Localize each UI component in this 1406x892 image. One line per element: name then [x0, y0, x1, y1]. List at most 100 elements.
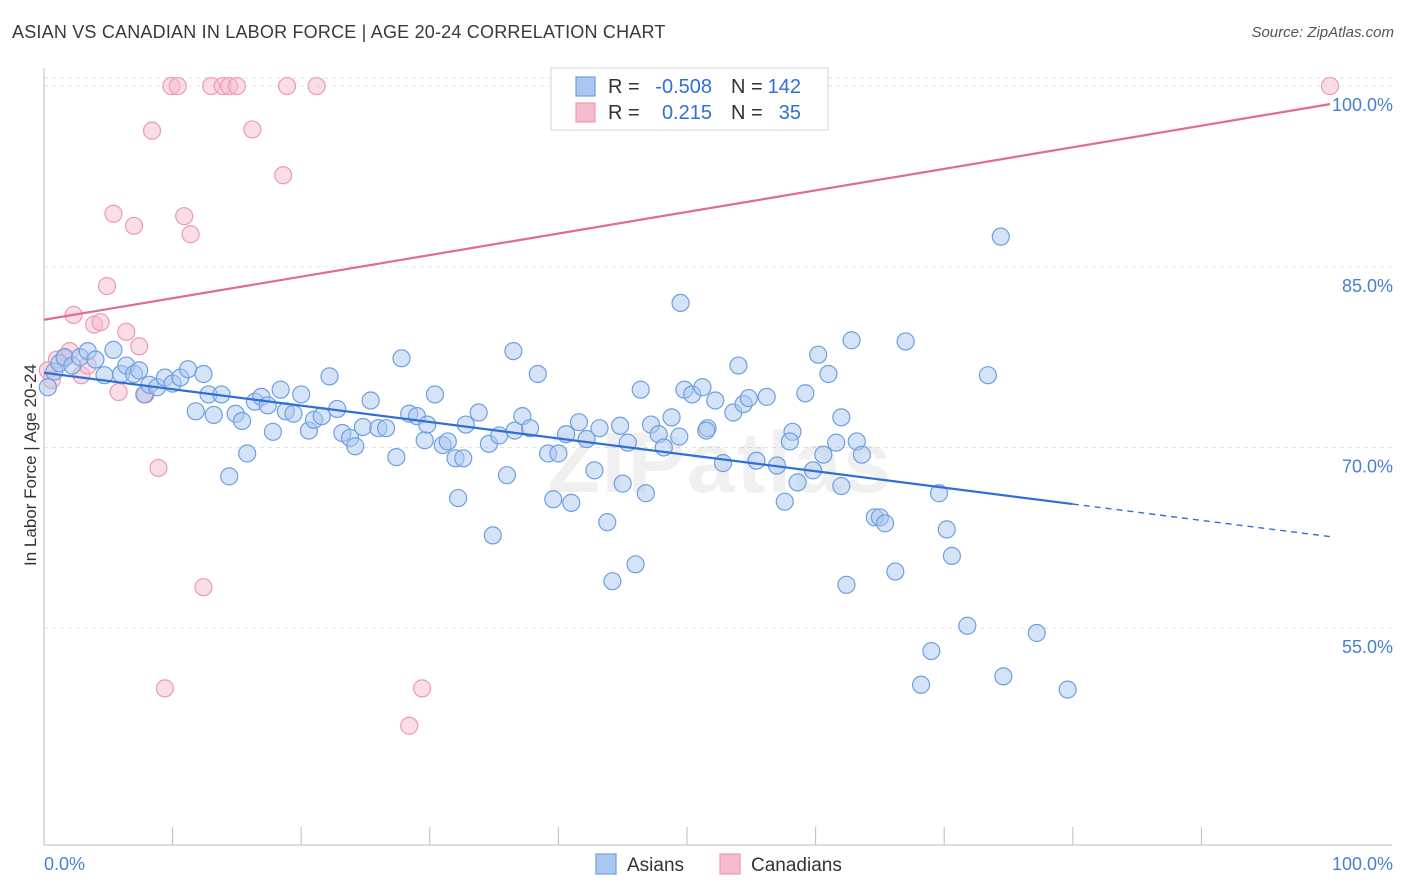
- canadian-point: [117, 322, 136, 341]
- y-tick-label: 55.0%: [1342, 637, 1393, 657]
- asian-point: [739, 388, 758, 408]
- asian-point: [852, 445, 871, 464]
- asian-point: [528, 364, 547, 384]
- asian-point: [392, 349, 411, 368]
- bottom-legend-label-asians: Asians: [627, 855, 684, 876]
- asian-point: [697, 421, 716, 440]
- canadians-trend-line: [43, 103, 1331, 321]
- asian-point: [937, 520, 956, 539]
- canadian-point: [104, 204, 123, 223]
- canadian-point: [130, 337, 149, 356]
- asian-point: [832, 476, 851, 496]
- asian-point: [827, 433, 846, 452]
- asian-point: [706, 391, 725, 410]
- asian-point: [693, 378, 712, 397]
- asian-point: [258, 396, 277, 415]
- legend-swatch-canadians: [575, 102, 596, 123]
- y-tick-label: 85.0%: [1342, 276, 1393, 296]
- asian-point: [456, 415, 475, 434]
- asian-point: [469, 403, 488, 422]
- asian-point: [775, 492, 794, 511]
- legend-r-label-canadians: R =: [608, 102, 640, 124]
- chart-source: Source: ZipAtlas.com: [1251, 24, 1394, 41]
- bottom-legend-label-canadians: Canadians: [751, 855, 842, 876]
- asian-point: [549, 444, 568, 463]
- asian-point: [842, 331, 861, 350]
- asian-point: [585, 461, 604, 480]
- asian-point: [757, 387, 776, 406]
- asian-point: [194, 364, 213, 384]
- asian-point: [837, 575, 856, 594]
- asian-point: [671, 293, 690, 313]
- asians-trend-line: [43, 371, 1073, 506]
- asian-point: [911, 675, 931, 694]
- canadian-point: [277, 76, 297, 96]
- asian-point: [613, 474, 632, 493]
- asian-point: [991, 227, 1010, 246]
- asian-point: [729, 356, 748, 375]
- legend-n-label-asians: N =: [731, 76, 763, 98]
- asian-point: [814, 445, 833, 464]
- grid-layer: [44, 77, 1392, 629]
- legend-n-value-canadians: 35: [779, 102, 801, 124]
- canadian-point: [149, 458, 168, 478]
- asian-point: [562, 493, 581, 512]
- asian-point: [204, 405, 223, 425]
- asian-point: [796, 384, 815, 403]
- asian-point: [86, 350, 105, 369]
- legend-r-value-canadians: 0.215: [662, 102, 712, 124]
- legend-r-label-asians: R =: [608, 76, 640, 98]
- asian-point: [713, 454, 733, 473]
- asian-point: [809, 345, 828, 364]
- canadian-point: [175, 207, 194, 226]
- asian-point: [1027, 623, 1046, 643]
- asian-point: [387, 448, 406, 467]
- asian-point: [38, 378, 57, 397]
- asian-point: [521, 419, 540, 438]
- points-layer: [38, 76, 1340, 735]
- asian-point: [636, 484, 655, 503]
- asian-point: [130, 361, 149, 380]
- asian-point: [186, 402, 205, 421]
- canadian-point: [97, 276, 117, 296]
- legend-n-value-asians: 142: [768, 76, 801, 98]
- canadian-point: [1320, 76, 1340, 96]
- y-axis-title: In Labor Force | Age 20-24: [21, 364, 40, 566]
- asian-point: [483, 526, 502, 545]
- asian-point: [603, 572, 622, 591]
- top-legend: R = -0.508 N = 142 R = 0.215 N = 35: [550, 67, 829, 131]
- asian-point: [220, 467, 239, 486]
- chart-title: ASIAN VS CANADIAN IN LABOR FORCE | AGE 2…: [12, 22, 666, 42]
- canadian-point: [168, 76, 187, 96]
- y-tick-label: 100.0%: [1332, 95, 1393, 115]
- canadian-point: [274, 166, 293, 185]
- asian-point: [819, 364, 838, 384]
- asian-point: [832, 408, 851, 427]
- canadian-point: [227, 76, 246, 96]
- asian-point: [263, 422, 283, 441]
- asian-point: [238, 444, 257, 463]
- asian-point: [896, 332, 915, 351]
- canadian-point: [243, 120, 262, 139]
- asian-point: [875, 514, 895, 533]
- asian-point: [626, 555, 645, 574]
- x-tick-label: 100.0%: [1332, 854, 1393, 874]
- axis-layer: [43, 68, 1392, 846]
- asian-point: [178, 360, 198, 379]
- asian-point: [346, 437, 365, 456]
- x-tick-label: 0.0%: [44, 854, 85, 874]
- asian-point: [418, 415, 437, 434]
- legend-swatch-asians: [575, 76, 596, 97]
- canadian-point: [400, 716, 419, 735]
- asian-point: [312, 407, 331, 426]
- asian-point: [448, 488, 468, 508]
- asian-point: [376, 419, 396, 438]
- bottom-legend-swatch-asians: [595, 853, 617, 875]
- asian-point: [320, 367, 339, 386]
- canadian-point: [109, 382, 128, 402]
- asian-point: [886, 562, 905, 581]
- legend-box: [550, 67, 829, 131]
- legend-n-label-canadians: N =: [731, 102, 763, 124]
- asian-point: [569, 413, 589, 432]
